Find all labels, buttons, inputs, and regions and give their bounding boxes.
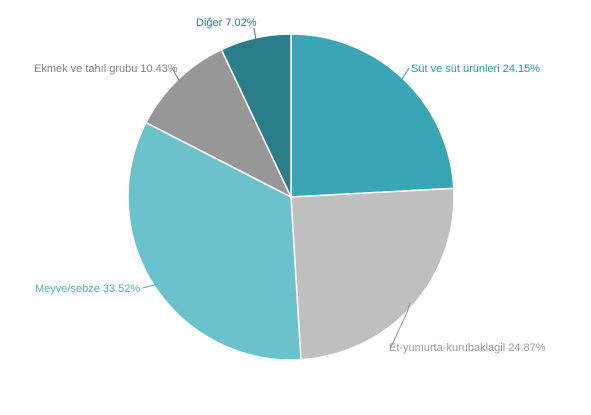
slice-label: Diğer 7.02% xyxy=(196,17,257,29)
label-leader-lines xyxy=(142,27,411,348)
slice-label: Meyve/sebze 33.52% xyxy=(35,283,140,295)
slice-label: Et-yumurta-kurubaklagil 24.87% xyxy=(389,342,546,354)
pie-slice[interactable] xyxy=(127,121,302,361)
leader-line xyxy=(171,67,181,83)
pie-slice[interactable] xyxy=(144,48,293,199)
leader-line xyxy=(390,302,411,348)
leader-line xyxy=(142,283,159,289)
slice-labels: Süt ve süt ürünleri 24.15% Et-yumurta-kur… xyxy=(34,17,546,354)
pie-slice[interactable] xyxy=(290,187,455,361)
leader-line xyxy=(253,27,257,42)
leader-line xyxy=(399,67,410,82)
pie-slices xyxy=(127,33,455,361)
slice-label: Ekmek ve tahıl grubu 10.43% xyxy=(34,63,178,75)
pie-slice[interactable] xyxy=(290,33,455,198)
slice-label: Süt ve süt ürünleri 24.15% xyxy=(411,63,540,75)
